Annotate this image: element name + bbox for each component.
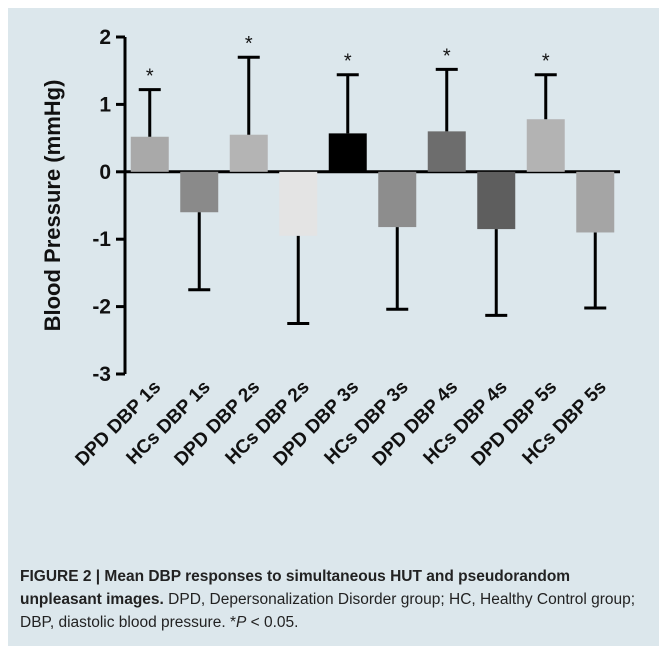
bar (526, 119, 565, 172)
figure-caption: FIGURE 2 | Mean DBP responses to simulta… (20, 565, 650, 634)
bar (328, 133, 367, 172)
significance-marker: * (245, 33, 253, 55)
y-tick-label: -2 (92, 296, 111, 319)
caption-body: DPD, Depersonalization Disorder group; H… (20, 591, 636, 631)
significance-marker: * (344, 51, 352, 73)
y-tick-label: 0 (99, 161, 111, 184)
bar (576, 171, 615, 233)
caption-p-rest: < 0.05. (246, 614, 299, 631)
significance-marker: * (146, 66, 154, 88)
y-tick-label: 2 (99, 26, 111, 49)
bar (427, 131, 466, 172)
bar-chart: 2 1 0 -1 -2 -3 Blood Pressure (mmHg) * DPD DBP 1… (40, 26, 620, 471)
significance-marker: * (542, 51, 550, 73)
significance-marker: * (443, 45, 451, 67)
bar (180, 171, 219, 213)
bar (229, 134, 268, 172)
y-tick-label: 1 (99, 93, 111, 116)
caption-title: FIGURE 2 | Mean DBP responses to simulta… (20, 568, 571, 608)
y-tick-label: -3 (92, 363, 111, 386)
bar (279, 171, 318, 236)
x-tick-label: DPD DBP 1s (72, 377, 166, 471)
y-tick-label: -1 (92, 228, 111, 251)
bar (130, 136, 169, 172)
y-axis-label: Blood Pressure (mmHg) (40, 80, 65, 332)
bar (378, 171, 417, 228)
caption-p-symbol: P (235, 614, 247, 631)
bar (477, 171, 516, 230)
figure-panel: 2 1 0 -1 -2 -3 Blood Pressure (mmHg) * DPD DBP 1… (8, 8, 659, 646)
